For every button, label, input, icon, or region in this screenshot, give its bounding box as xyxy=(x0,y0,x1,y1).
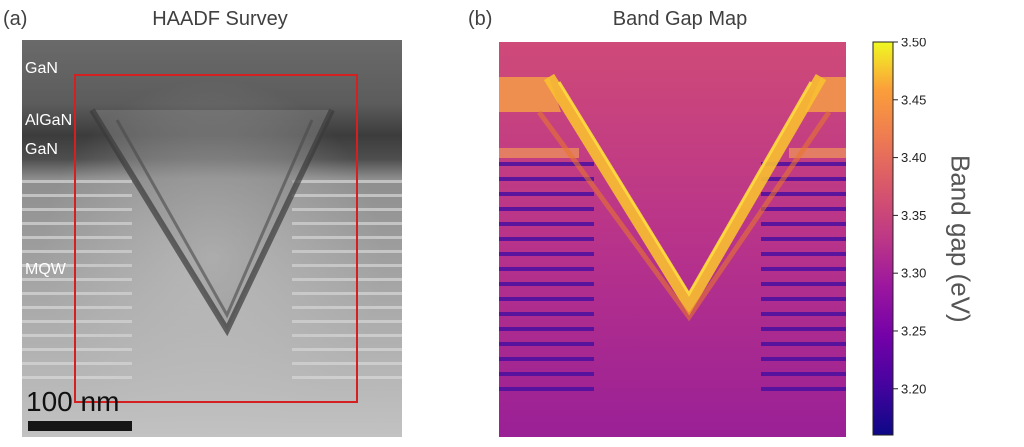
colorbar-gradient xyxy=(872,41,894,436)
panel-a-label: (a) xyxy=(3,8,28,30)
layer-label-algan: AlGaN xyxy=(25,112,73,129)
colorbar-tick-label: 3.30 xyxy=(901,266,926,281)
colorbar-tick-label: 3.25 xyxy=(901,323,926,338)
haadf-image-svg xyxy=(22,40,402,437)
band-gap-map xyxy=(499,42,846,437)
layer-label-gan: GaN xyxy=(25,141,58,158)
haadf-image: GaN AlGaN GaN MQW xyxy=(22,40,402,437)
colorbar: 3.50 3.45 3.40 3.35 3.30 3.25 3.20 xyxy=(872,38,926,436)
colorbar-tick-label: 3.45 xyxy=(901,92,926,107)
roi-rectangle xyxy=(74,74,358,403)
panel-b-label: (b) xyxy=(468,8,493,30)
panel-a-title: HAADF Survey xyxy=(152,8,288,30)
scale-bar xyxy=(28,421,132,431)
layer-label-gan-top: GaN xyxy=(25,60,58,77)
band-gap-map-svg xyxy=(499,42,846,437)
panel-b-title: Band Gap Map xyxy=(612,8,748,30)
scale-bar-label: 100 nm xyxy=(26,386,120,417)
colorbar-tick-label: 3.20 xyxy=(901,381,926,396)
colorbar-tick-label: 3.35 xyxy=(901,208,926,223)
layer-label-mqw: MQW xyxy=(25,261,66,278)
colorbar-tick-label: 3.40 xyxy=(901,150,926,165)
colorbar-tick-label: 3.50 xyxy=(901,38,926,50)
colorbar-axis-label: Band gap (eV) xyxy=(945,155,976,323)
